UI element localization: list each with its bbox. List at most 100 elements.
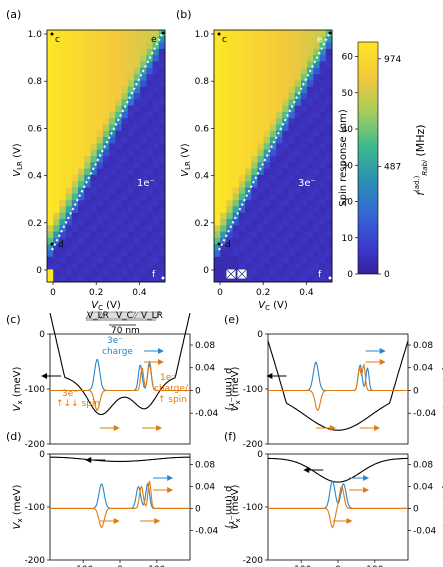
heatmap-cell: [84, 237, 91, 245]
heatmap-cell: [96, 187, 104, 195]
heatmap-cell: [319, 36, 327, 43]
heatmap-cell: [84, 30, 91, 37]
heatmap-cell: [59, 250, 67, 258]
heatmap-cell: [257, 130, 265, 138]
heatmap-cell: [78, 263, 85, 270]
heatmap-cell: [288, 86, 296, 94]
heatmap-cell: [96, 212, 104, 220]
heatmap-cell: [325, 231, 333, 239]
heatmap-cell: [78, 156, 85, 163]
heatmap-cell: [121, 206, 129, 214]
heatmap-ytick-label: 0: [203, 266, 209, 276]
heatmap-cell: [313, 55, 320, 62]
heatmap-cell: [71, 168, 79, 176]
heatmap-cell: [294, 86, 302, 94]
heatmap-cell: [78, 61, 85, 69]
heatmap-ytick-label: 1.0: [28, 30, 43, 40]
heatmap-cell: [226, 118, 234, 125]
heatmap-cell: [133, 149, 141, 157]
heatmap-cell: [65, 181, 73, 188]
heatmap-cell: [294, 74, 302, 81]
heatmap-cell: [152, 174, 160, 182]
heatmap-cell: [288, 237, 296, 245]
heatmap-cell: [71, 156, 79, 163]
heatmap-cell: [47, 118, 54, 125]
heatmap-cell: [220, 111, 227, 119]
heatmap-cell: [263, 105, 271, 113]
heatmap-cell: [71, 118, 79, 125]
heatmap-cell: [146, 219, 153, 226]
heatmap-cell: [152, 275, 160, 283]
heatmap-xtick-label: 0.2: [256, 288, 270, 298]
heatmap-cell: [47, 244, 54, 251]
heatmap-cell: [140, 187, 147, 195]
heatmap-cell: [71, 61, 79, 69]
heatmap-cell: [269, 181, 277, 188]
heatmap-cell: [276, 231, 283, 239]
heatmap-cell: [133, 237, 141, 245]
heatmap-cell: [146, 118, 153, 125]
heatmap-cell: [319, 143, 327, 151]
heatmap-cell: [53, 200, 60, 207]
heatmap-cell: [294, 162, 302, 169]
heatmap-xtick-label: 0: [217, 288, 223, 298]
heatmap-cell: [288, 256, 296, 264]
heatmap-cell: [158, 263, 166, 270]
heatmap-cell: [96, 143, 104, 151]
heatmap-cell: [319, 105, 327, 113]
heatmap-cell: [238, 156, 246, 163]
heatmap-cell: [84, 42, 91, 50]
heatmap-cell: [84, 130, 91, 138]
heatmap-cell: [251, 36, 258, 43]
heatmap-cell: [158, 162, 166, 169]
heatmap-cell: [133, 168, 141, 176]
heatmap-cell: [263, 187, 271, 195]
heatmap-cell: [269, 256, 277, 264]
heatmap-cell: [220, 137, 227, 144]
heatmap-cell: [158, 231, 166, 239]
heatmap-cell: [294, 130, 302, 138]
heatmap-cell: [102, 55, 110, 62]
heatmap-cell: [102, 48, 110, 56]
heatmap-cell: [238, 256, 246, 264]
position-xtick-label: 0: [335, 565, 341, 567]
heatmap-cell: [245, 67, 252, 75]
heatmap-cell: [214, 225, 221, 232]
heatmap-cell: [232, 237, 240, 245]
heatmap-cell: [53, 30, 60, 37]
heatmap-cell: [220, 212, 227, 220]
heatmap-cell: [263, 231, 271, 239]
heatmap-cell: [84, 181, 91, 188]
heatmap-cell: [276, 263, 283, 270]
heatmap-cell: [152, 124, 160, 132]
heatmap-cell: [226, 143, 234, 151]
heatmap-cell: [109, 219, 116, 226]
heatmap-cell: [319, 111, 327, 119]
heatmap-cell: [146, 99, 153, 106]
heatmap-cell: [158, 61, 166, 69]
heatmap-cell: [251, 67, 258, 75]
heatmap-cell: [158, 105, 166, 113]
heatmap-cell: [109, 143, 116, 151]
density-ytick-label: 0.04: [413, 483, 433, 493]
heatmap-cell: [121, 168, 129, 176]
heatmap-cell: [140, 30, 147, 37]
heatmap-cell: [140, 193, 147, 201]
heatmap-cell: [325, 118, 333, 125]
heatmap-cell: [214, 124, 221, 132]
heatmap-cell: [65, 225, 73, 232]
heatmap-cell: [78, 36, 85, 43]
direction-arrow-head: [154, 518, 161, 524]
heatmap-cell: [214, 99, 221, 106]
heatmap-cell: [102, 118, 110, 125]
density-ylabel: ρ (nm⁻¹): [223, 486, 234, 529]
heatmap-cell: [53, 93, 60, 100]
heatmap-cell: [47, 80, 54, 88]
heatmap-cell: [238, 42, 246, 50]
heatmap-cell: [245, 86, 252, 94]
heatmap-a: 1e⁻ c e d f: [46, 29, 166, 283]
heatmap-cell: [84, 212, 91, 220]
heatmap-cell: [47, 105, 54, 113]
heatmap-cell: [257, 61, 265, 69]
